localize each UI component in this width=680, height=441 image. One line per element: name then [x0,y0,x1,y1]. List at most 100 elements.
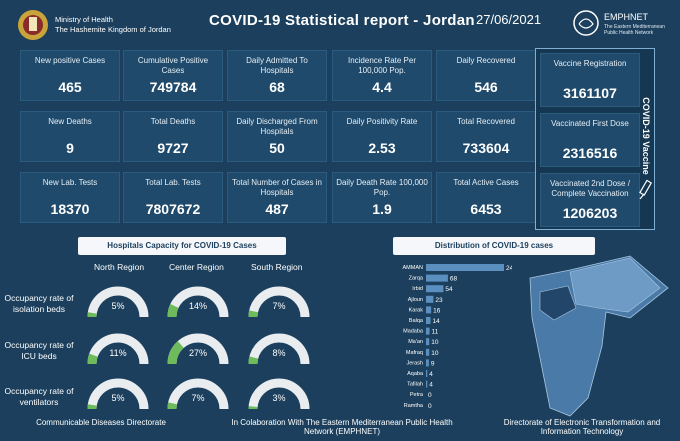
stat-label: Daily Death Rate 100,000 Pop. [336,178,428,197]
bar-category-label: AMMAN [403,265,424,271]
gauge-percent: 8% [272,348,286,358]
card-label: Vaccine Registration [553,59,627,68]
gauge-percent: 3% [272,393,286,403]
card-label: Vaccinated 2nd Dose / Complete Vaccinati… [550,179,630,198]
bar [426,348,430,356]
stat-label: Daily Recovered [456,56,516,65]
gauge-arc [248,286,310,318]
bar-value-label: 0 [428,392,432,399]
gauge-fill [167,402,178,410]
stat-label: Total Number of Cases in Hospitals [232,178,322,197]
card-value: 3161107 [563,85,617,101]
stat-label: New Deaths [48,117,92,126]
footer-center: In Colaboration With The Eastern Mediter… [231,418,453,436]
gauge-arc [248,378,310,410]
vaccine-panel: Vaccine Registration 3161107 Vaccinated … [535,48,655,230]
bar [426,295,434,303]
syringe-icon [639,179,653,200]
stat-value: 7807672 [145,201,201,217]
stat-card: Daily Positivity Rate 2.53 [332,111,432,162]
coat-of-arms-icon [18,10,48,40]
bar-value-label: 68 [450,276,458,283]
stat-value: 733604 [462,140,510,156]
gauge-percent: 5% [111,301,125,311]
ministry-name: Ministry of Health The Hashemite Kingdom… [55,15,171,35]
stat-value: 1.9 [372,201,392,217]
bar-category-label: Petra [410,392,424,398]
row-label-isolation: Occupancy rate of isolation beds [4,293,74,314]
region-center: Center Region [169,262,224,272]
bar-category-label: Zarqa [409,276,424,282]
bar [426,317,431,324]
stat-value: 18370 [50,201,90,217]
bar-value-label: 9 [431,360,435,367]
stat-label: Total Active Cases [453,178,519,187]
stat-value: 4.4 [372,79,392,95]
gauge-fill [248,356,259,365]
bar-category-label: Madaba [403,329,424,335]
occupancy-gauge: 5% [86,283,150,319]
bar [426,274,448,282]
footer-right: Directorate of Electronic Transformation… [503,418,661,436]
footer-left: Communicable Diseases Directorate [36,418,166,427]
gauge-track [87,333,149,365]
stat-card: Daily Recovered 546 [436,50,536,101]
gauge-percent: 11% [109,348,127,358]
occupancy-gauge: 7% [247,283,311,319]
gauge-fill [167,341,184,365]
header: Ministry of Health The Hashemite Kingdom… [0,0,680,48]
stat-card: Total Number of Cases in Hospitals 487 [227,172,327,223]
stat-value: 9727 [157,140,189,156]
ministry-line1: Ministry of Health [55,15,113,24]
vaccine-registration-card: Vaccine Registration 3161107 [540,53,640,107]
gauge-fill [87,353,98,365]
stat-card: Daily Death Rate 100,000 Pop. 1.9 [332,172,432,223]
occupancy-gauge: 5% [86,375,150,411]
stat-value: 749784 [149,79,197,95]
card-label: Vaccinated First Dose [551,119,629,128]
bar-value-label: 16 [433,307,441,314]
bar-value-label: 10 [431,350,439,357]
row-label-ventilators: Occupancy rate of ventilators [4,386,74,407]
page-title: COVID-19 Statistical report - Jordan [209,12,475,29]
stat-value: 465 [58,79,82,95]
partner-sub-line2: Public Health Network [604,30,654,36]
stat-card: Cumulative Positive Cases 749784 [123,50,223,101]
partner-subtitle: The Eastern Mediterranean Public Health … [604,24,665,36]
stat-card: Incidence Rate Per 100,000 Pop. 4.4 [332,50,432,101]
stat-value: 68 [269,79,285,95]
gauge-arc [87,378,149,410]
gauge-fill [167,304,179,318]
bar-value-label: 14 [433,318,441,325]
gauge-percent: 7% [272,301,286,311]
bar [426,338,430,346]
occupancy-gauge: 8% [247,330,311,366]
gauge-track [248,286,310,318]
bar [426,327,430,335]
stat-card: Daily Admitted To Hospitals 68 [227,50,327,101]
stat-label: Daily Admitted To Hospitals [246,56,308,75]
emphnet-logo-icon [573,10,599,36]
gauge-fill [248,310,259,318]
bar-category-label: Ramtha [404,403,424,409]
bar-value-label: 4 [429,382,433,389]
bar-category-label: Irbid [412,286,423,292]
stat-card: New positive Cases 465 [20,50,120,101]
distribution-bar-chart: AMMAN 242 Zarqa 68 Irbid 54 Ajloun 23 Karak 16 Bal… [403,264,512,410]
vaccinated-first-dose-card: Vaccinated First Dose 2316516 [540,113,640,167]
hospitals-panel-title: Hospitals Capacity for COVID-19 Cases [78,237,286,255]
gauge-track [167,378,229,410]
partner-name: EMPHNET [604,12,649,22]
stat-card: New Lab. Tests 18370 [20,172,120,223]
stat-value: 6453 [470,201,502,217]
distribution-panel-title: Distribution of COVID-19 cases [393,237,595,255]
stat-card: Total Lab. Tests 7807672 [123,172,223,223]
gauge-percent: 7% [191,393,205,403]
bar-value-label: 23 [435,297,443,304]
stat-label: Incidence Rate Per 100,000 Pop. [347,56,417,75]
bar [426,285,444,293]
bar [426,359,429,367]
occupancy-gauge: 14% [166,283,230,319]
gauge-percent: 14% [188,301,207,311]
gauge-track [87,378,149,410]
